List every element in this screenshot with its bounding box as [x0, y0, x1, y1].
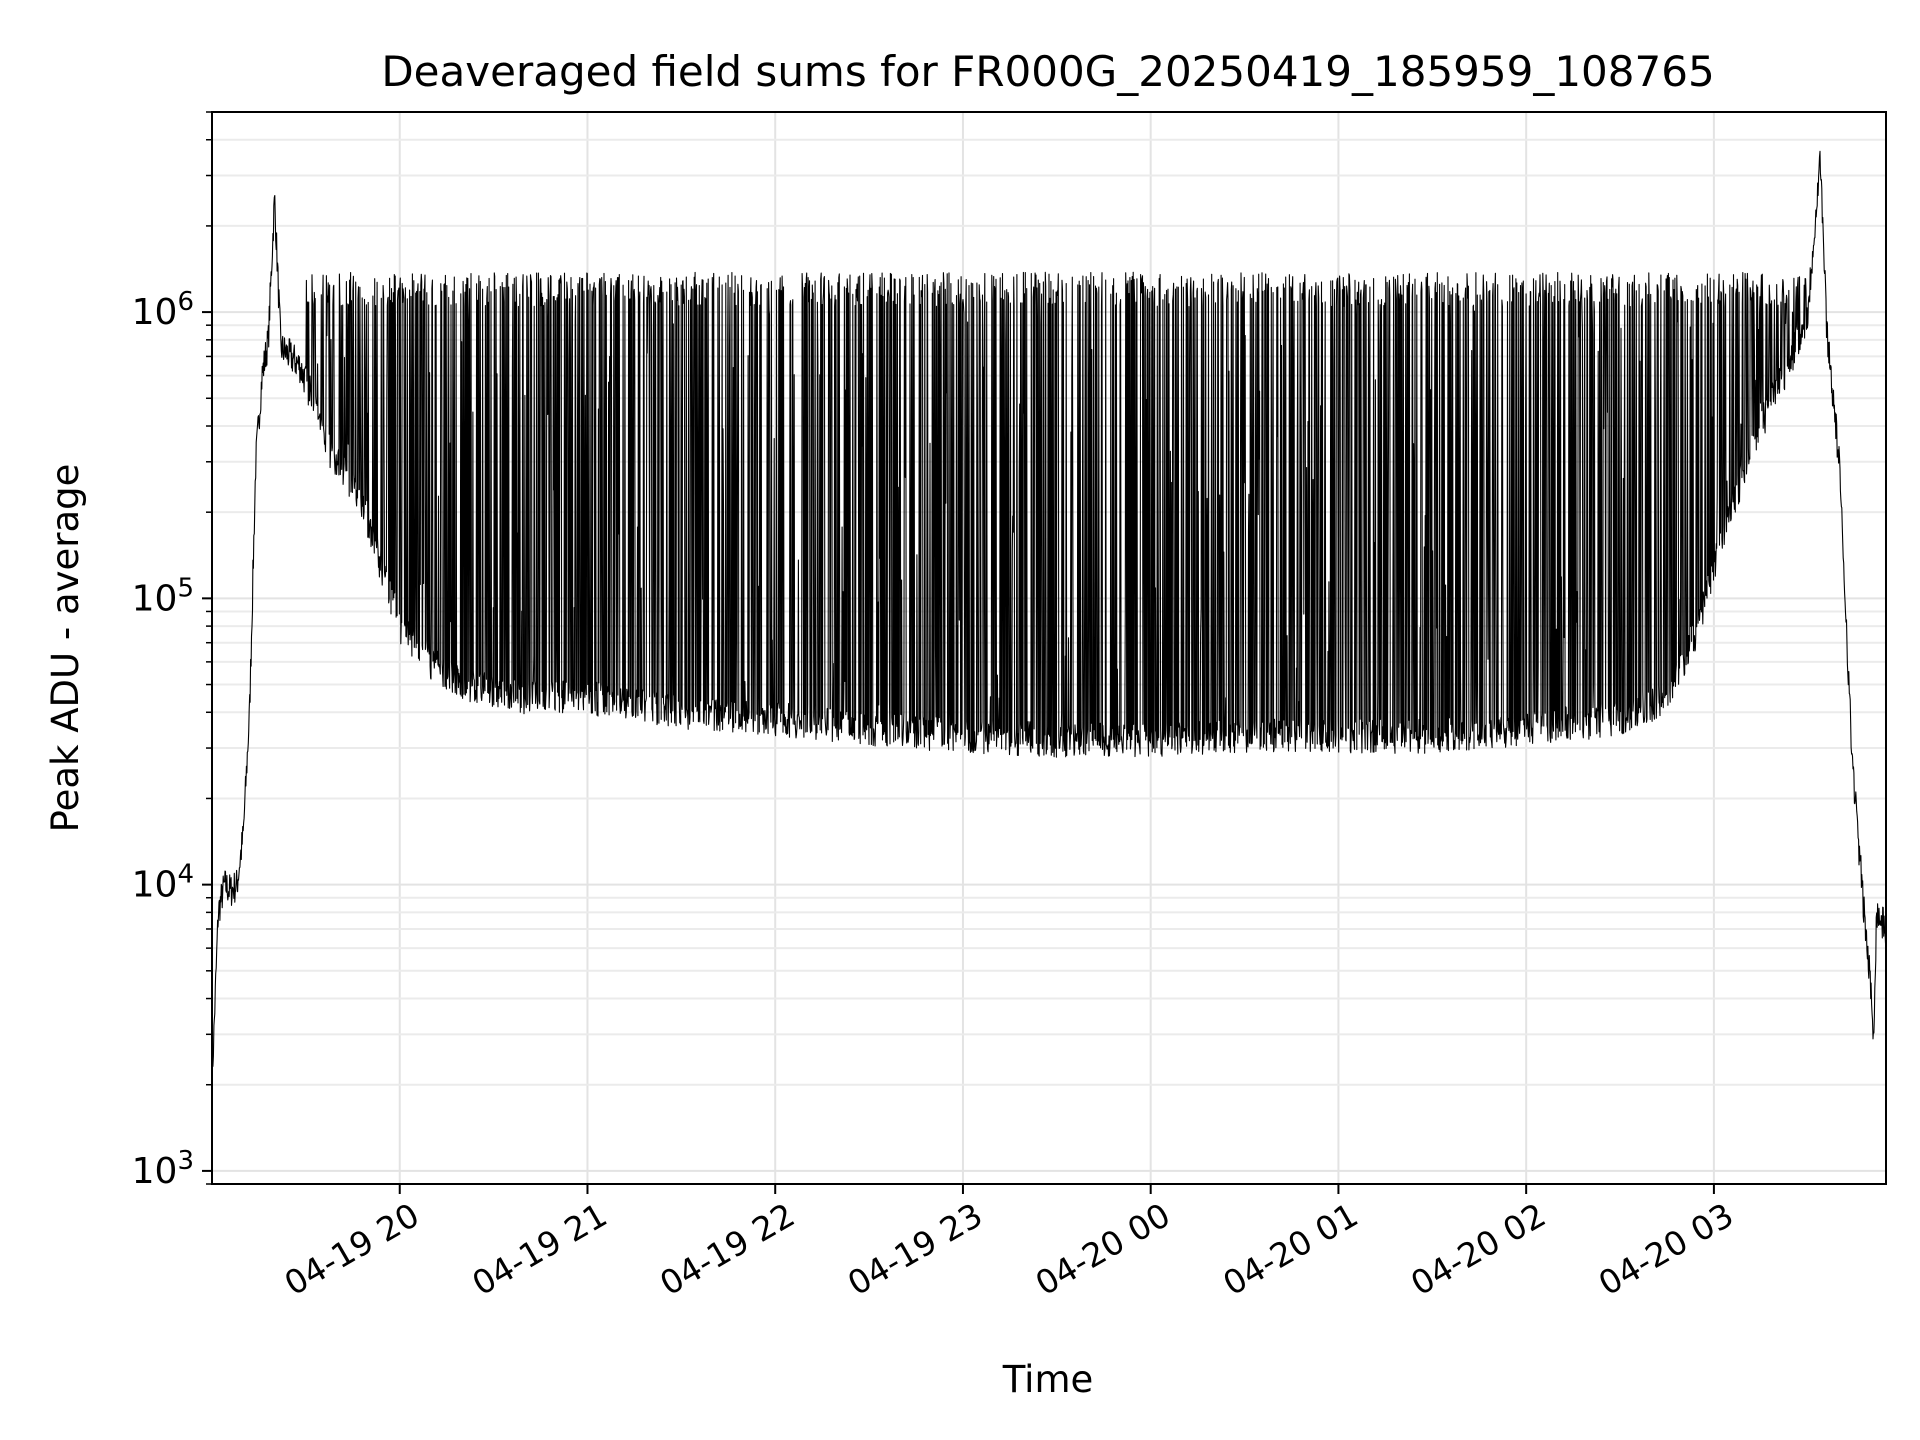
series-line [212, 150, 1886, 1102]
chart-title: Deaveraged field sums for FR000G_2025041… [381, 47, 1714, 96]
y-tick-label: 103 [132, 1146, 194, 1192]
x-axis-label: Time [1002, 1358, 1094, 1401]
plot-frame [211, 111, 1887, 1185]
y-axis-label: Peak ADU - average [44, 464, 87, 833]
